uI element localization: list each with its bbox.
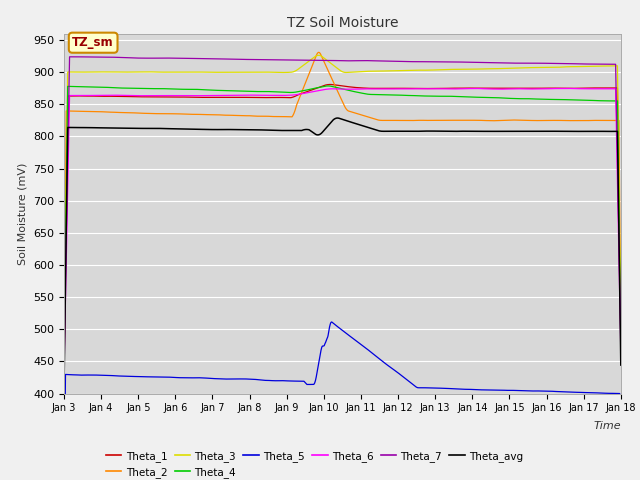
Theta_1 <box>103 94 111 99</box>
Y-axis label: Soil Moisture (mV): Soil Moisture (mV) <box>17 162 28 265</box>
Text: TZ_sm: TZ_sm <box>72 36 114 49</box>
Theta_7 <box>318 58 326 63</box>
Theta_2 <box>378 118 385 123</box>
Theta_7 <box>378 58 385 64</box>
Theta_1 <box>60 371 68 376</box>
Theta_4 <box>296 88 304 94</box>
Theta_6 <box>318 87 326 93</box>
Theta_4 <box>378 92 385 97</box>
Line: Theta_2: Theta_2 <box>64 52 621 381</box>
Theta_3 <box>60 359 68 364</box>
Theta_3 <box>126 69 134 75</box>
Theta_6 <box>126 93 134 98</box>
Theta_avg <box>318 130 326 136</box>
Theta_3 <box>296 65 304 71</box>
Theta_5 <box>296 378 304 384</box>
Theta_2 <box>126 110 134 116</box>
Theta_7 <box>617 335 625 341</box>
Theta_4 <box>126 85 134 91</box>
Theta_6 <box>60 370 68 376</box>
Theta_5 <box>328 319 335 325</box>
Theta_3 <box>617 326 625 332</box>
Line: Theta_4: Theta_4 <box>64 86 621 369</box>
Line: Theta_3: Theta_3 <box>64 55 621 361</box>
Theta_3 <box>308 56 316 62</box>
Theta_1 <box>308 87 316 93</box>
Theta_6 <box>617 348 625 354</box>
Theta_4 <box>103 84 111 90</box>
Theta_avg <box>333 115 341 121</box>
Text: Time: Time <box>593 420 621 431</box>
Theta_1 <box>296 91 304 97</box>
Theta_3 <box>318 54 326 60</box>
Theta_avg <box>296 128 304 133</box>
Theta_4 <box>308 86 316 92</box>
Theta_avg <box>308 129 316 134</box>
Theta_avg <box>617 362 625 368</box>
Line: Theta_7: Theta_7 <box>64 57 621 354</box>
Theta_7 <box>60 351 68 357</box>
Theta_1 <box>326 82 334 87</box>
Theta_6 <box>565 85 573 91</box>
Theta_2 <box>617 338 625 344</box>
Theta_7 <box>104 54 111 60</box>
Theta_4 <box>324 83 332 89</box>
Theta_7 <box>308 57 316 63</box>
Title: TZ Soil Moisture: TZ Soil Moisture <box>287 16 398 30</box>
Theta_6 <box>296 91 304 97</box>
Theta_6 <box>377 86 385 92</box>
Theta_5 <box>103 372 111 378</box>
Theta_5 <box>378 357 385 363</box>
Theta_avg <box>126 125 134 131</box>
Theta_6 <box>103 93 111 98</box>
Theta_avg <box>103 125 111 131</box>
Line: Theta_1: Theta_1 <box>64 84 621 373</box>
Theta_7 <box>72 54 79 60</box>
Theta_avg <box>378 128 385 134</box>
Theta_2 <box>318 55 326 60</box>
Theta_5 <box>318 344 326 350</box>
Theta_avg <box>60 386 68 392</box>
Legend: Theta_1, Theta_2, Theta_3, Theta_4, Theta_5, Theta_6, Theta_7, Theta_avg: Theta_1, Theta_2, Theta_3, Theta_4, Thet… <box>102 446 527 480</box>
Theta_3 <box>103 69 111 75</box>
Theta_7 <box>297 57 305 63</box>
Theta_4 <box>60 366 68 372</box>
Theta_7 <box>126 55 134 60</box>
Line: Theta_5: Theta_5 <box>64 322 621 480</box>
Theta_1 <box>318 84 326 89</box>
Theta_5 <box>126 373 134 379</box>
Theta_1 <box>617 338 625 344</box>
Theta_1 <box>126 94 134 99</box>
Theta_6 <box>308 89 316 95</box>
Theta_2 <box>308 64 316 70</box>
Theta_3 <box>315 52 323 58</box>
Theta_4 <box>318 84 326 90</box>
Theta_2 <box>315 49 323 55</box>
Theta_5 <box>308 382 316 387</box>
Theta_2 <box>296 93 304 99</box>
Line: Theta_avg: Theta_avg <box>64 118 621 389</box>
Theta_1 <box>378 85 385 91</box>
Theta_4 <box>617 346 625 351</box>
Theta_3 <box>378 68 385 74</box>
Theta_2 <box>60 378 68 384</box>
Theta_2 <box>103 109 111 115</box>
Line: Theta_6: Theta_6 <box>64 88 621 373</box>
